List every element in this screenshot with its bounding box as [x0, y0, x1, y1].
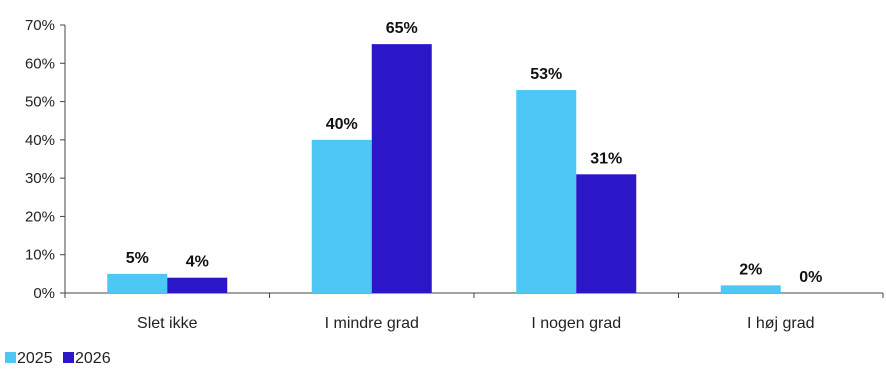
x-category-label: I nogen grad: [531, 315, 621, 332]
x-category-label: I høj grad: [747, 315, 815, 332]
x-category-label: I mindre grad: [325, 315, 419, 332]
data-label-2025-0: 5%: [126, 250, 149, 267]
bar-2025-1: [311, 139, 372, 293]
y-tick-label: 20%: [25, 208, 55, 225]
legend-swatch-2026: [63, 352, 74, 363]
y-tick-label: 50%: [25, 94, 55, 111]
bar-2026-0: [167, 277, 228, 293]
bar-2026-1: [371, 44, 432, 294]
legend-swatch-2025: [5, 352, 16, 363]
data-label-2026-3: 0%: [799, 269, 822, 286]
data-label-2026-0: 4%: [186, 254, 209, 271]
y-tick-label: 10%: [25, 247, 55, 264]
bar-2025-3: [720, 285, 781, 293]
data-label-2026-1: 65%: [386, 20, 418, 37]
data-label-2025-2: 53%: [530, 66, 562, 83]
data-label-2026-2: 31%: [590, 150, 622, 167]
data-label-2025-3: 2%: [739, 261, 762, 278]
y-tick-label: 60%: [25, 55, 55, 72]
legend-label-2026: 2026: [75, 350, 111, 367]
y-tick-label: 0%: [33, 285, 55, 302]
bar-2025-0: [107, 273, 168, 293]
y-tick-label: 40%: [25, 132, 55, 149]
y-tick-label: 30%: [25, 170, 55, 187]
data-label-2025-1: 40%: [326, 116, 358, 133]
y-tick-label: 70%: [25, 17, 55, 34]
bar-2025-2: [516, 90, 577, 293]
bar-2026-2: [576, 174, 637, 293]
x-category-label: Slet ikke: [137, 315, 198, 332]
legend-label-2025: 2025: [17, 350, 53, 367]
